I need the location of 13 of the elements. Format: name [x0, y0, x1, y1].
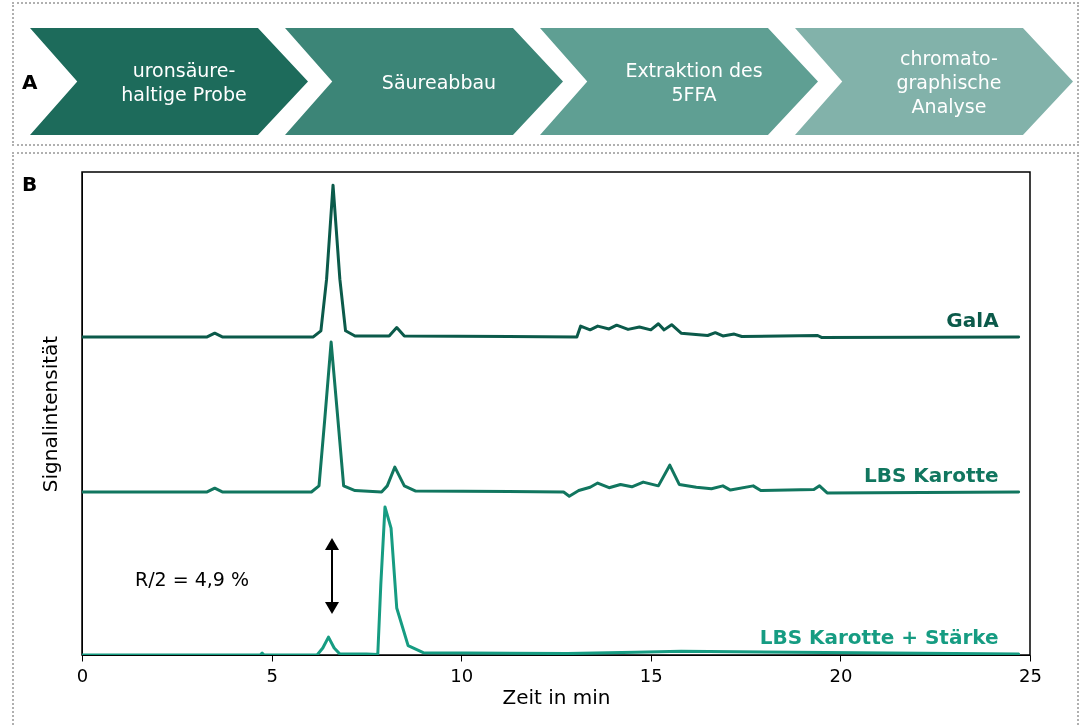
x-tick-label: 10: [450, 664, 474, 686]
x-tick-label: 15: [639, 664, 663, 686]
series-label: GalA: [946, 307, 1000, 332]
x-tick-label: 5: [266, 664, 278, 686]
x-axis-title: Zeit in min: [502, 684, 611, 709]
x-tick-label: 20: [829, 664, 853, 686]
series-label: LBS Karotte + Stärke: [759, 625, 999, 650]
x-tick-label: 0: [76, 664, 89, 686]
annotation: R/2 = 4,9 %: [135, 568, 249, 590]
chart-title: B: [22, 172, 38, 196]
y-axis-title: Signalintensität: [37, 335, 62, 493]
series-label: LBS Karotte: [863, 462, 999, 487]
x-tick-label: 25: [1019, 664, 1042, 686]
